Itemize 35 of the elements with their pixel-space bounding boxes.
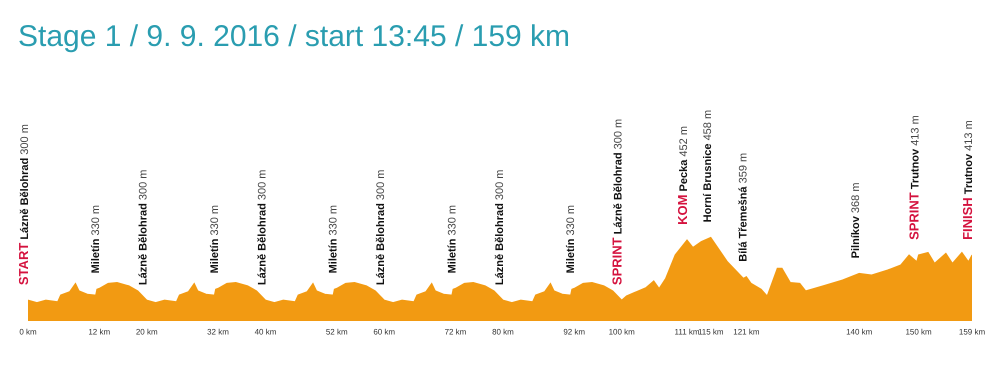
annotation: FINISH Trutnov 413 m [960,120,975,240]
annotation: SPRINT Trutnov 413 m [906,115,922,240]
annotation: Lázně Bělohrad 300 m [375,170,388,286]
x-tick-label: 12 km [88,328,110,337]
x-tick-label: 40 km [254,328,277,337]
annotation: Pilníkov 368 m [850,182,862,258]
x-tick-label: 115 km [698,328,724,337]
x-tick-label: 32 km [207,328,230,337]
x-tick-label: 150 km [905,328,932,337]
annotation: Lázně Bělohrad 300 m [256,170,268,286]
annotation: Lázně Bělohrad 300 m [138,170,150,286]
annotation: Miletín 330 m [446,204,458,274]
x-tick-label: 121 km [733,328,760,337]
annotation: Miletín 330 m [208,204,221,274]
annotation: Lázně Bělohrad 300 m [494,170,506,286]
x-tick-label: 92 km [563,328,586,337]
annotation: Miletín 330 m [90,204,102,274]
annotation: KOM Pecka 452 m [675,126,690,225]
x-tick-label: 159 km [958,328,986,337]
annotation: Miletín 330 m [328,204,340,274]
x-tick-label: 72 km [444,328,467,337]
x-tick-label: 52 km [326,328,348,337]
x-tick-label: 100 km [608,328,636,337]
x-tick-label: 20 km [136,328,158,337]
annotation: SPRINT Lázně Bělohrad 300 m [610,118,625,286]
annotation: Bílá Třemešná 359 m [737,152,750,262]
chart-title: Stage 1 / 9. 9. 2016 / start 13:45 / 159 km [17,19,572,55]
annotation: START Lázně Bělohrad 300 m [16,124,31,286]
x-tick-label: 111 km [674,328,700,337]
x-tick-label: 0 km [19,328,37,337]
annotation: Miletín 330 m [565,204,578,274]
x-tick-label: 60 km [373,328,396,337]
x-tick-label: 140 km [846,328,873,337]
x-tick-label: 80 km [492,328,514,337]
annotation: Horní Brusnice 458 m [702,110,714,222]
